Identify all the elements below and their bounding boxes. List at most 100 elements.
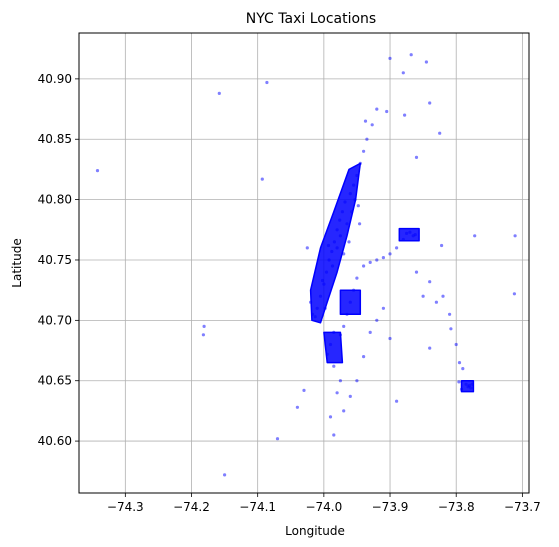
y-axis: 40.60 40.65 40.70 40.75 40.80 40.85 40.90 xyxy=(38,72,79,448)
scatter-point xyxy=(330,264,335,268)
scatter-point xyxy=(217,91,221,95)
scatter-point xyxy=(381,306,385,310)
scatter-point xyxy=(513,234,517,238)
x-tick-label: −73.8 xyxy=(438,500,475,514)
scatter-point xyxy=(302,388,306,392)
dense-point-region xyxy=(398,227,420,242)
scatter-point xyxy=(350,210,354,214)
scatter-point xyxy=(512,292,517,296)
y-axis-label: Latitude xyxy=(10,238,24,287)
scatter-point xyxy=(363,119,368,123)
scatter-point xyxy=(461,367,465,371)
scatter-point xyxy=(467,383,471,388)
scatter-point xyxy=(335,246,339,250)
x-tick-label: −73.7 xyxy=(504,500,541,514)
scatter-point xyxy=(348,394,352,398)
scatter-point xyxy=(355,379,359,383)
scatter-point xyxy=(388,336,392,341)
scatter-point xyxy=(401,71,405,75)
scatter-point xyxy=(265,80,269,85)
scatter-point xyxy=(332,240,336,244)
scatter-point xyxy=(338,379,342,383)
scatter-point xyxy=(342,252,346,256)
scatter-point xyxy=(408,230,412,234)
scatter-point xyxy=(370,123,374,127)
scatter-point xyxy=(335,391,339,395)
scatter-points xyxy=(95,53,517,477)
scatter-point xyxy=(311,312,315,316)
scatter-point xyxy=(401,237,405,242)
scatter-point xyxy=(454,342,458,347)
scatter-point xyxy=(362,355,366,359)
scatter-point xyxy=(428,346,432,350)
scatter-point xyxy=(413,233,417,237)
scatter-point xyxy=(395,399,399,403)
scatter-point xyxy=(320,278,325,283)
scatter-point xyxy=(375,107,379,111)
scatter-point xyxy=(459,387,464,391)
x-tick-label: −74.3 xyxy=(107,500,144,514)
scatter-point xyxy=(434,300,438,304)
y-tick-label: 40.60 xyxy=(38,434,72,448)
scatter-point xyxy=(315,306,319,310)
scatter-point xyxy=(428,280,432,284)
y-tick-label: 40.80 xyxy=(38,193,72,207)
scatter-point xyxy=(381,256,385,260)
scatter-point xyxy=(428,101,432,105)
scatter-point xyxy=(448,312,452,316)
scatter-point xyxy=(358,161,362,165)
scatter-point xyxy=(355,276,359,280)
scatter-point xyxy=(388,252,392,256)
plot-area xyxy=(78,32,530,494)
scatter-point xyxy=(362,264,366,268)
scatter-point xyxy=(414,270,419,274)
scatter-point xyxy=(202,324,206,328)
x-axis-label: Longitude xyxy=(285,524,345,538)
scatter-point xyxy=(352,288,356,292)
scatter-point xyxy=(405,231,409,235)
scatter-point xyxy=(353,198,357,202)
scatter-point xyxy=(375,258,379,262)
scatter-point xyxy=(449,327,453,331)
scatter-point xyxy=(424,60,428,64)
scatter-point xyxy=(327,258,331,262)
scatter-point xyxy=(473,234,477,238)
scatter-point xyxy=(332,433,336,437)
grid xyxy=(79,33,529,493)
scatter-point xyxy=(342,409,346,413)
scatter-point xyxy=(368,260,372,264)
scatter-point xyxy=(362,149,366,153)
scatter-point xyxy=(328,415,333,419)
scatter-point xyxy=(347,240,351,244)
scatter-point xyxy=(464,382,468,386)
scatter-point xyxy=(385,109,389,114)
y-tick-label: 40.65 xyxy=(38,374,72,388)
scatter-point xyxy=(324,270,329,274)
y-tick-label: 40.85 xyxy=(38,132,72,146)
scatter-point xyxy=(470,382,474,386)
scatter-point xyxy=(441,294,445,298)
scatter-point xyxy=(335,228,339,232)
scatter-point xyxy=(457,380,461,384)
x-tick-label: −74.1 xyxy=(239,500,276,514)
scatter-point xyxy=(356,204,360,208)
scatter-point xyxy=(330,249,334,254)
scatter-point xyxy=(338,218,342,222)
scatter-point xyxy=(326,243,331,248)
scatter-point xyxy=(322,282,326,286)
y-tick-label: 40.90 xyxy=(38,72,72,86)
x-axis: −74.3 −74.2 −74.1 −74.0 −73.9 −73.8 −73.7 xyxy=(107,493,541,514)
scatter-point xyxy=(342,324,346,328)
scatter-point xyxy=(414,155,419,159)
scatter-point xyxy=(332,330,336,334)
chart-title: NYC Taxi Locations xyxy=(246,11,376,27)
scatter-point xyxy=(338,333,342,337)
scatter-point xyxy=(260,177,264,181)
dense-point-region xyxy=(323,331,344,364)
scatter-point xyxy=(223,473,227,477)
x-tick-label: −73.9 xyxy=(372,500,409,514)
scatter-point xyxy=(403,113,407,117)
scatter-point xyxy=(275,437,280,441)
scatter-point xyxy=(201,333,205,337)
